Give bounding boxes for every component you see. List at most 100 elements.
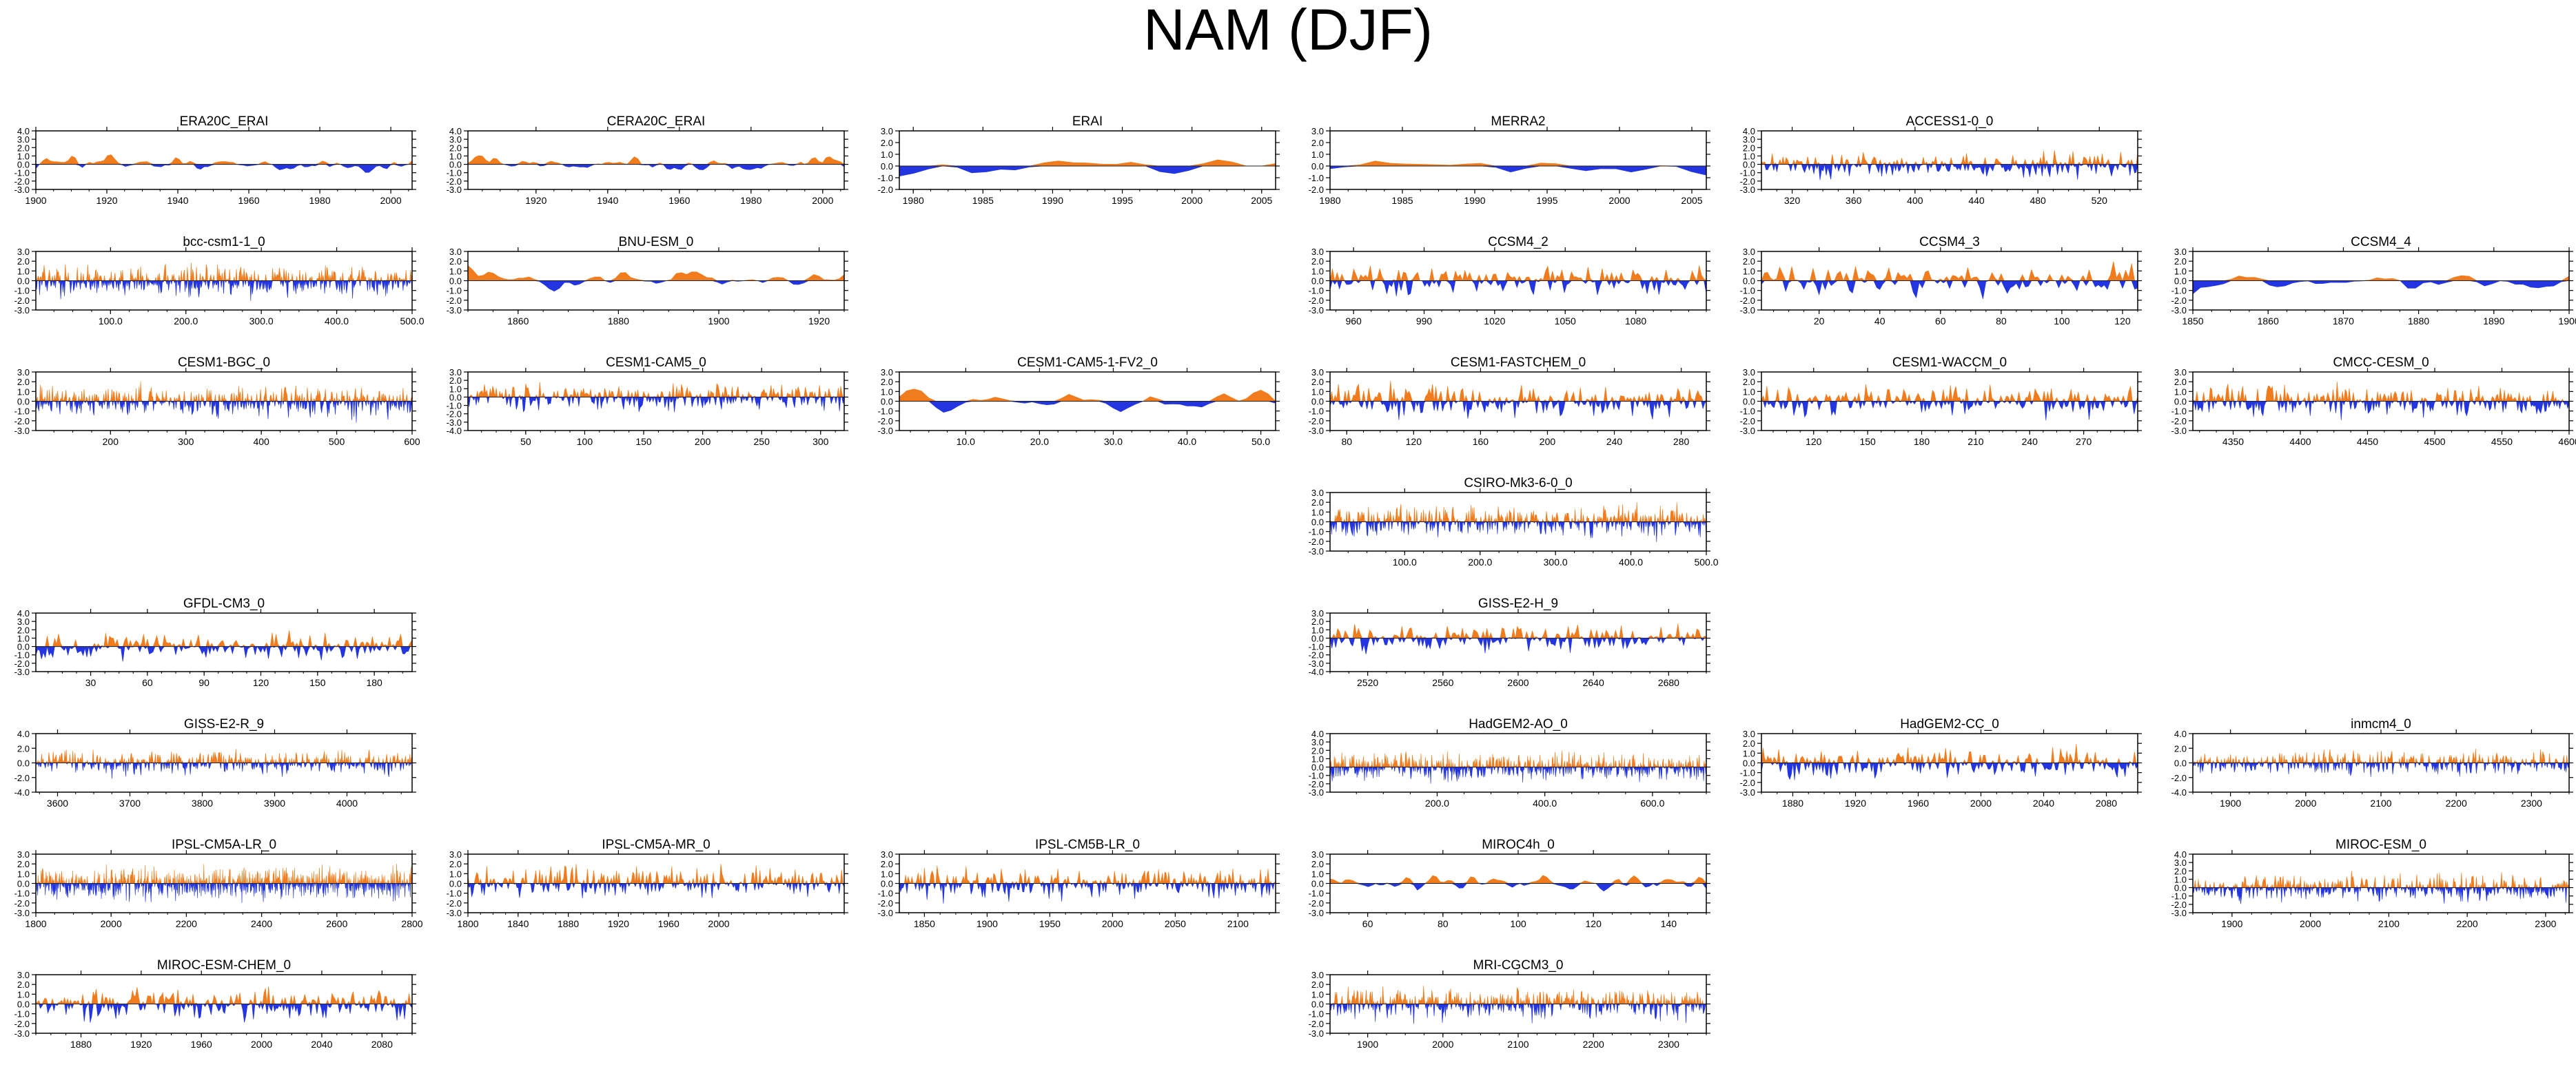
positive-anomaly-area xyxy=(35,630,413,648)
positive-anomaly-area xyxy=(1761,743,2138,764)
y-tick-label: 0.0 xyxy=(1743,397,1755,407)
y-tick-label: -3.0 xyxy=(1740,185,1755,195)
y-tick-label: 0.0 xyxy=(1311,276,1324,287)
panel-title: IPSL-CM5B-LR_0 xyxy=(1035,838,1140,852)
y-tick-label: -2.0 xyxy=(2171,416,2187,426)
y-tick-label: 3.0 xyxy=(1743,134,1755,145)
x-tick-label: 300.0 xyxy=(249,315,274,327)
y-tick-label: -1.0 xyxy=(2171,406,2187,417)
y-tick-label: -2.0 xyxy=(1740,176,1755,187)
panel-title: IPSL-CM5A-LR_0 xyxy=(172,838,276,852)
x-tick-label: 1870 xyxy=(2333,315,2354,327)
y-tick-label: 0.0 xyxy=(1311,879,1324,889)
y-tick-label: 3.0 xyxy=(17,970,30,980)
x-tick-label: 2000 xyxy=(812,195,833,206)
y-tick-label: 2.0 xyxy=(2174,377,2187,387)
y-tick-label: -3.0 xyxy=(1740,787,1755,798)
negative-anomaly-area xyxy=(1329,280,1707,296)
x-tick-label: 2300 xyxy=(2535,918,2556,929)
y-tick-label: -1.0 xyxy=(1309,771,1324,781)
y-tick-label: 3.0 xyxy=(2174,858,2187,868)
y-tick-label: -1.0 xyxy=(1309,642,1324,652)
negative-anomaly-area xyxy=(1330,883,1707,891)
y-tick-label: -2.0 xyxy=(2171,900,2187,910)
y-tick-label: -3.0 xyxy=(14,1028,30,1039)
y-tick-label: 1.0 xyxy=(17,633,30,643)
y-tick-label: -1.0 xyxy=(1309,286,1324,296)
x-tick-label: 300 xyxy=(178,436,194,447)
negative-anomaly-area xyxy=(35,164,413,173)
x-tick-label: 100 xyxy=(577,436,593,447)
y-tick-label: -3.0 xyxy=(14,185,30,195)
x-tick-label: 360 xyxy=(1846,195,1862,206)
positive-anomaly-area xyxy=(1329,875,1707,884)
y-tick-label: 2.0 xyxy=(1311,497,1324,508)
negative-anomaly-area xyxy=(36,1003,413,1023)
negative-anomaly-area xyxy=(1329,766,1707,784)
y-tick-label: -1.0 xyxy=(14,168,30,178)
chart-panel: IPSL-CM5A-LR_0 3.02.01.00.0-1.0-2.0-3.018… xyxy=(14,838,423,929)
x-tick-label: 120 xyxy=(1586,918,1602,929)
x-tick-label: 240 xyxy=(2022,436,2038,447)
y-tick-label: 4.0 xyxy=(17,729,30,739)
y-tick-label: -2.0 xyxy=(1309,898,1324,909)
y-tick-label: -2.0 xyxy=(1740,778,1755,788)
y-tick-label: -3.0 xyxy=(2171,908,2187,918)
y-tick-label: 2.0 xyxy=(1311,377,1324,387)
x-tick-label: 1960 xyxy=(191,1039,212,1050)
y-tick-label: -4.0 xyxy=(14,787,30,798)
x-tick-label: 280 xyxy=(1673,436,1690,447)
y-tick-label: 0.0 xyxy=(2174,758,2187,769)
y-tick-label: -2.0 xyxy=(14,1019,30,1029)
y-tick-label: -3.0 xyxy=(1309,659,1324,669)
y-tick-label: 0.0 xyxy=(1311,397,1324,407)
x-tick-label: 2640 xyxy=(1583,677,1604,688)
y-tick-label: -2.0 xyxy=(1309,537,1324,547)
x-tick-label: 2000 xyxy=(251,1039,272,1050)
y-tick-label: 4.0 xyxy=(17,608,30,619)
x-tick-label: 100.0 xyxy=(99,315,123,327)
negative-anomaly-area xyxy=(35,400,413,423)
chart-panel: inmcm4_0 4.0 2.0 0.0 -2.0 -4.0 1900 2000 2100 220… xyxy=(2171,717,2573,809)
x-tick-label: 2200 xyxy=(2446,798,2467,809)
x-tick-label: 2300 xyxy=(1658,1039,1679,1050)
chart-panel: HadGEM2-CC_0 3.02.01.00.0-1.0-2.0-3.0 1880… xyxy=(1740,717,2142,809)
x-tick-label: 20 xyxy=(1814,315,1825,327)
y-tick-label: 3.0 xyxy=(1311,608,1324,619)
chart-panel: CCSM4_3 3.02.01.00.0-1.0-2.0-3.0 20 40 60 80 1… xyxy=(1740,235,2142,327)
x-tick-label: 2005 xyxy=(1251,195,1272,206)
negative-anomaly-area xyxy=(2192,280,2570,295)
x-tick-label: 1850 xyxy=(2182,315,2203,327)
y-tick-label: 3.0 xyxy=(881,367,893,377)
y-tick-label: 3.0 xyxy=(449,134,462,145)
x-tick-label: 2200 xyxy=(1583,1039,1604,1050)
y-tick-label: -1.0 xyxy=(1309,173,1324,183)
y-tick-label: -2.0 xyxy=(878,898,893,909)
chart-panel: CESM1-CAM5-1-FV2_0 3.02.01.00.0-1.0-2.0-3… xyxy=(878,355,1280,447)
x-tick-label: 500.0 xyxy=(400,315,424,327)
y-tick-label: -1.0 xyxy=(1309,406,1324,417)
plot-frame xyxy=(2192,853,2570,913)
y-tick-label: 4.0 xyxy=(2174,849,2187,860)
y-tick-label: -2.0 xyxy=(14,773,30,783)
negative-anomaly-area xyxy=(899,165,1276,177)
x-tick-label: 80 xyxy=(1438,918,1449,929)
y-tick-label: -4.0 xyxy=(1309,667,1324,677)
x-tick-label: 400.0 xyxy=(1619,557,1643,568)
x-tick-label: 240 xyxy=(1606,436,1623,447)
y-tick-label: 1.0 xyxy=(1743,151,1755,161)
x-tick-label: 1900 xyxy=(1357,1039,1378,1050)
positive-anomaly-area xyxy=(1329,380,1707,402)
y-tick-label: -1.0 xyxy=(2171,286,2187,296)
y-tick-label: 1.0 xyxy=(449,151,462,161)
positive-anomaly-area xyxy=(1330,985,1707,1005)
positive-anomaly-area xyxy=(1329,623,1707,639)
y-tick-label: 2.0 xyxy=(881,377,893,387)
chart-panel: MIROC-ESM_0 4.03.02.01.00.0-1.0-2.0-3.0 19… xyxy=(2171,838,2573,929)
chart-panel: BNU-ESM_0 3.02.01.00.0-1.0-2.0-3.0 1860 188… xyxy=(447,235,848,327)
y-tick-label: -3.0 xyxy=(1309,546,1324,557)
panel-title: MRI-CGCM3_0 xyxy=(1473,958,1564,973)
y-tick-label: 2.0 xyxy=(1311,859,1324,869)
x-tick-label: 4000 xyxy=(336,798,358,809)
x-tick-label: 1880 xyxy=(558,918,579,929)
